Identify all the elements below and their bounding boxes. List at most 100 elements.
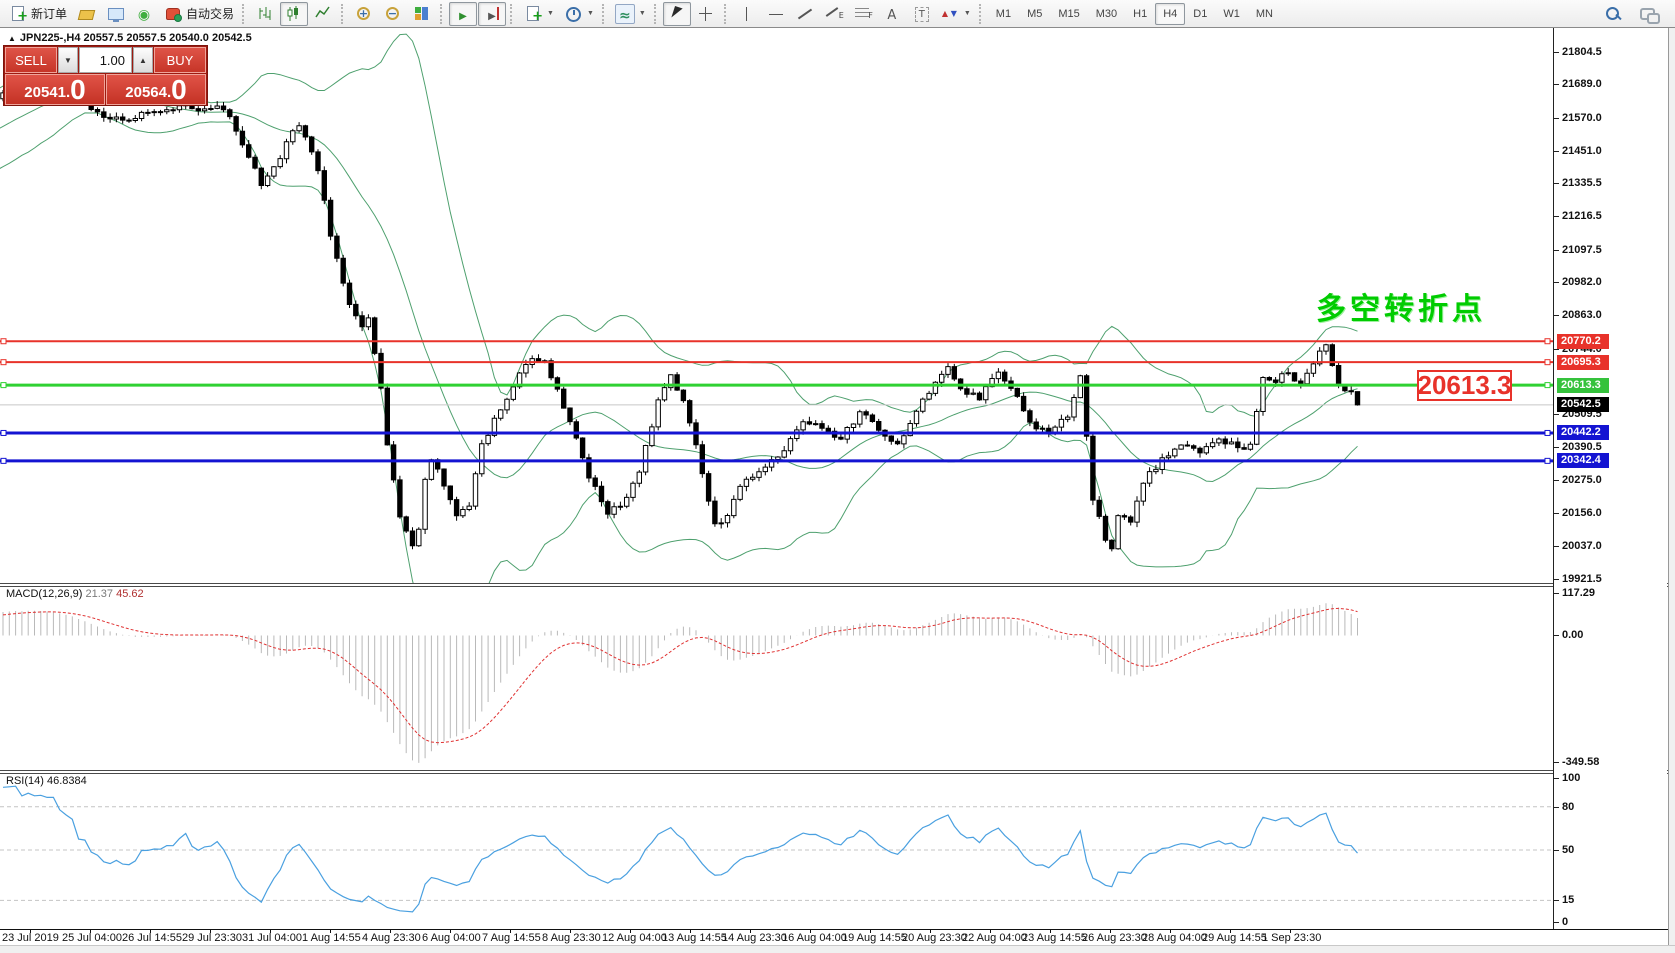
main-price-chart[interactable]	[0, 28, 1553, 583]
crosshair-button[interactable]	[692, 2, 720, 26]
profiles-button[interactable]: ▼	[559, 2, 598, 26]
timeframe-button-w1[interactable]: W1	[1223, 7, 1240, 20]
chart-shift-button[interactable]	[478, 1, 507, 26]
timeframe-button-mn[interactable]: MN	[1255, 7, 1273, 20]
turning-point-annotation[interactable]: 多空转折点	[1316, 292, 1486, 327]
vertical-line-button[interactable]	[733, 2, 761, 26]
zoom-in-button[interactable]	[350, 2, 378, 26]
horizontal-line-icon	[766, 4, 786, 24]
time-axis-tick	[510, 929, 511, 933]
candlestick-chart-icon	[287, 5, 299, 21]
bar-chart-button[interactable]	[251, 2, 279, 26]
zoom-out-button[interactable]	[379, 2, 407, 26]
time-axis-label: 1 Aug 14:55	[302, 932, 361, 944]
tile-windows-button[interactable]	[408, 2, 436, 26]
auto-trading-label: 自动交易	[186, 7, 235, 21]
arrows-button[interactable]: ▼	[936, 2, 975, 26]
time-axis-label: 6 Aug 04:00	[422, 932, 481, 944]
new-chart-button[interactable]: ▼	[519, 2, 558, 27]
line-chart-button[interactable]	[309, 2, 337, 26]
trendline-button[interactable]	[791, 2, 819, 26]
rsi-indicator-pane[interactable]	[0, 773, 1553, 929]
cursor-button[interactable]	[662, 1, 691, 26]
buy-price-big-digit: 0	[171, 74, 187, 105]
price-line-badge: 20442.2	[1557, 425, 1609, 441]
chevron-down-icon: ▼	[586, 10, 594, 17]
price-axis[interactable]: 21804.5 21689.0 21570.0 21451.0 21335.5 21216…	[1553, 28, 1667, 929]
trendline-icon	[795, 4, 815, 24]
timeframe-button-h1[interactable]: H1	[1133, 7, 1148, 20]
signals-button[interactable]	[130, 2, 158, 26]
indicators-button[interactable]: ▼	[611, 2, 650, 26]
search-button[interactable]	[1599, 2, 1627, 26]
line-chart-icon	[315, 6, 330, 17]
price-line-badge: 20613.3	[1557, 377, 1609, 393]
toolbar-grip	[601, 3, 607, 24]
time-axis-tick	[270, 929, 271, 933]
time-axis-label: 8 Aug 23:30	[542, 932, 601, 944]
cursor-icon	[667, 4, 687, 24]
macd-indicator-pane[interactable]	[0, 586, 1553, 770]
time-axis-tick	[570, 929, 571, 933]
panel-divider[interactable]	[0, 770, 1675, 774]
search-icon	[1603, 4, 1623, 24]
crosshair-icon	[696, 4, 716, 24]
sell-button[interactable]: SELL	[5, 47, 57, 73]
new-chart-icon	[523, 4, 543, 27]
buy-price-main: 20564	[125, 84, 167, 101]
volume-increase-button[interactable]: ▲	[133, 47, 153, 73]
buy-button[interactable]: BUY	[154, 47, 206, 73]
rsi-axis-label: 0	[1553, 916, 1569, 928]
timeframe-button-m15[interactable]: M15	[1058, 7, 1080, 20]
timeframe-button-m30[interactable]: M30	[1095, 7, 1118, 20]
channel-button[interactable]	[820, 2, 848, 26]
price-box-annotation[interactable]: 20613.3	[1417, 370, 1512, 401]
auto-scroll-button[interactable]	[449, 1, 478, 26]
metaeditor-button[interactable]	[72, 2, 100, 26]
panel-divider[interactable]	[0, 583, 1675, 587]
time-axis-tick	[930, 929, 931, 933]
macd-axis-label: 0.00	[1553, 629, 1584, 641]
time-axis-label: 31 Jul 04:00	[242, 932, 302, 944]
candlestick-chart-button[interactable]	[280, 1, 309, 26]
new-order-icon	[8, 4, 28, 27]
timeframe-button-m1[interactable]: M1	[995, 7, 1012, 20]
time-axis-tick	[30, 929, 31, 933]
time-axis-line	[0, 929, 1668, 930]
fibonacci-button[interactable]	[849, 2, 877, 26]
window-right-edge	[1668, 28, 1675, 945]
time-axis-label: 20 Aug 23:30	[902, 932, 967, 944]
new-order-button[interactable]: 新订单	[4, 2, 71, 27]
metaeditor-icon	[76, 4, 96, 24]
buy-price-display[interactable]: 20564. 0	[106, 74, 206, 105]
text-tool-button[interactable]	[878, 2, 906, 26]
chat-button[interactable]	[1635, 2, 1663, 26]
macd-signal-value: 45.62	[116, 588, 144, 600]
text-label-button[interactable]	[907, 2, 935, 26]
price-tick-label: 19921.5	[1554, 572, 1602, 585]
time-axis-tick	[1230, 929, 1231, 933]
auto-scroll-icon	[453, 4, 473, 24]
volume-input[interactable]: 1.00	[79, 47, 132, 73]
time-axis-tick	[1170, 929, 1171, 933]
collapse-arrow-icon[interactable]: ▲	[8, 34, 16, 43]
chevron-down-icon: ▼	[547, 10, 554, 17]
one-click-trade-panel: SELL ▼ 1.00 ▲ BUY 20541. 0 20564. 0	[3, 45, 208, 106]
price-tick-label: 21804.5	[1554, 46, 1602, 58]
time-axis-tick	[1110, 929, 1111, 933]
volume-decrease-button[interactable]: ▼	[58, 47, 78, 73]
rsi-axis-label: 80	[1553, 800, 1575, 813]
timeframe-button-m5[interactable]: M5	[1027, 7, 1043, 20]
time-axis-label: 26 Aug 23:30	[1082, 932, 1147, 944]
toolbar-grip	[510, 3, 515, 24]
signals-icon	[134, 4, 154, 24]
sell-price-display[interactable]: 20541. 0	[5, 74, 105, 105]
timeframe-button-h4[interactable]: H4	[1155, 2, 1186, 25]
market-watch-button[interactable]	[101, 2, 129, 26]
price-tick-label: 21216.5	[1554, 210, 1602, 223]
time-axis-label: 23 Aug 14:55	[1022, 932, 1087, 944]
timeframe-group: M1 M5 M15 M30 H1 H4 D1 W1 MN	[988, 2, 1281, 25]
horizontal-line-button[interactable]	[762, 2, 790, 26]
timeframe-button-d1[interactable]: D1	[1193, 7, 1208, 20]
auto-trading-button[interactable]: 自动交易	[159, 2, 238, 26]
